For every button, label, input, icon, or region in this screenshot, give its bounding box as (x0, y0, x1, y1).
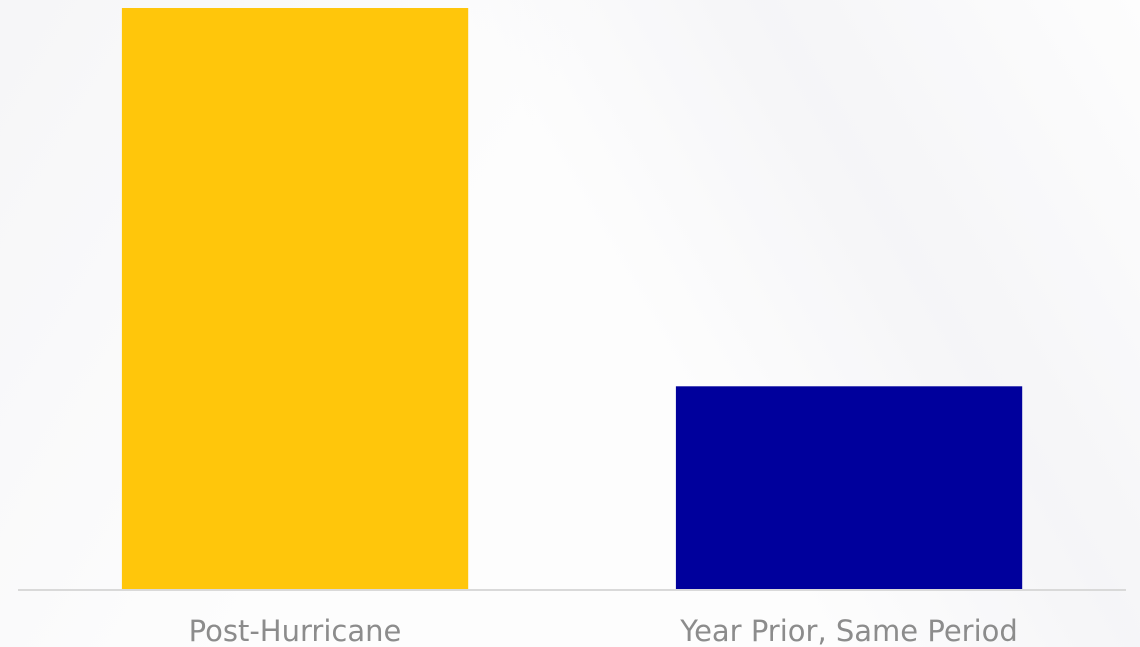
bar-year-prior-same-period (675, 386, 1023, 590)
bars-group (121, 8, 1023, 590)
x-tick-label: Post-Hurricane (189, 614, 402, 647)
bar-post-hurricane (121, 8, 469, 590)
tick-labels-group: Post-Hurricane Year Prior, Same Period (189, 614, 1018, 647)
x-tick-label: Year Prior, Same Period (679, 614, 1018, 647)
